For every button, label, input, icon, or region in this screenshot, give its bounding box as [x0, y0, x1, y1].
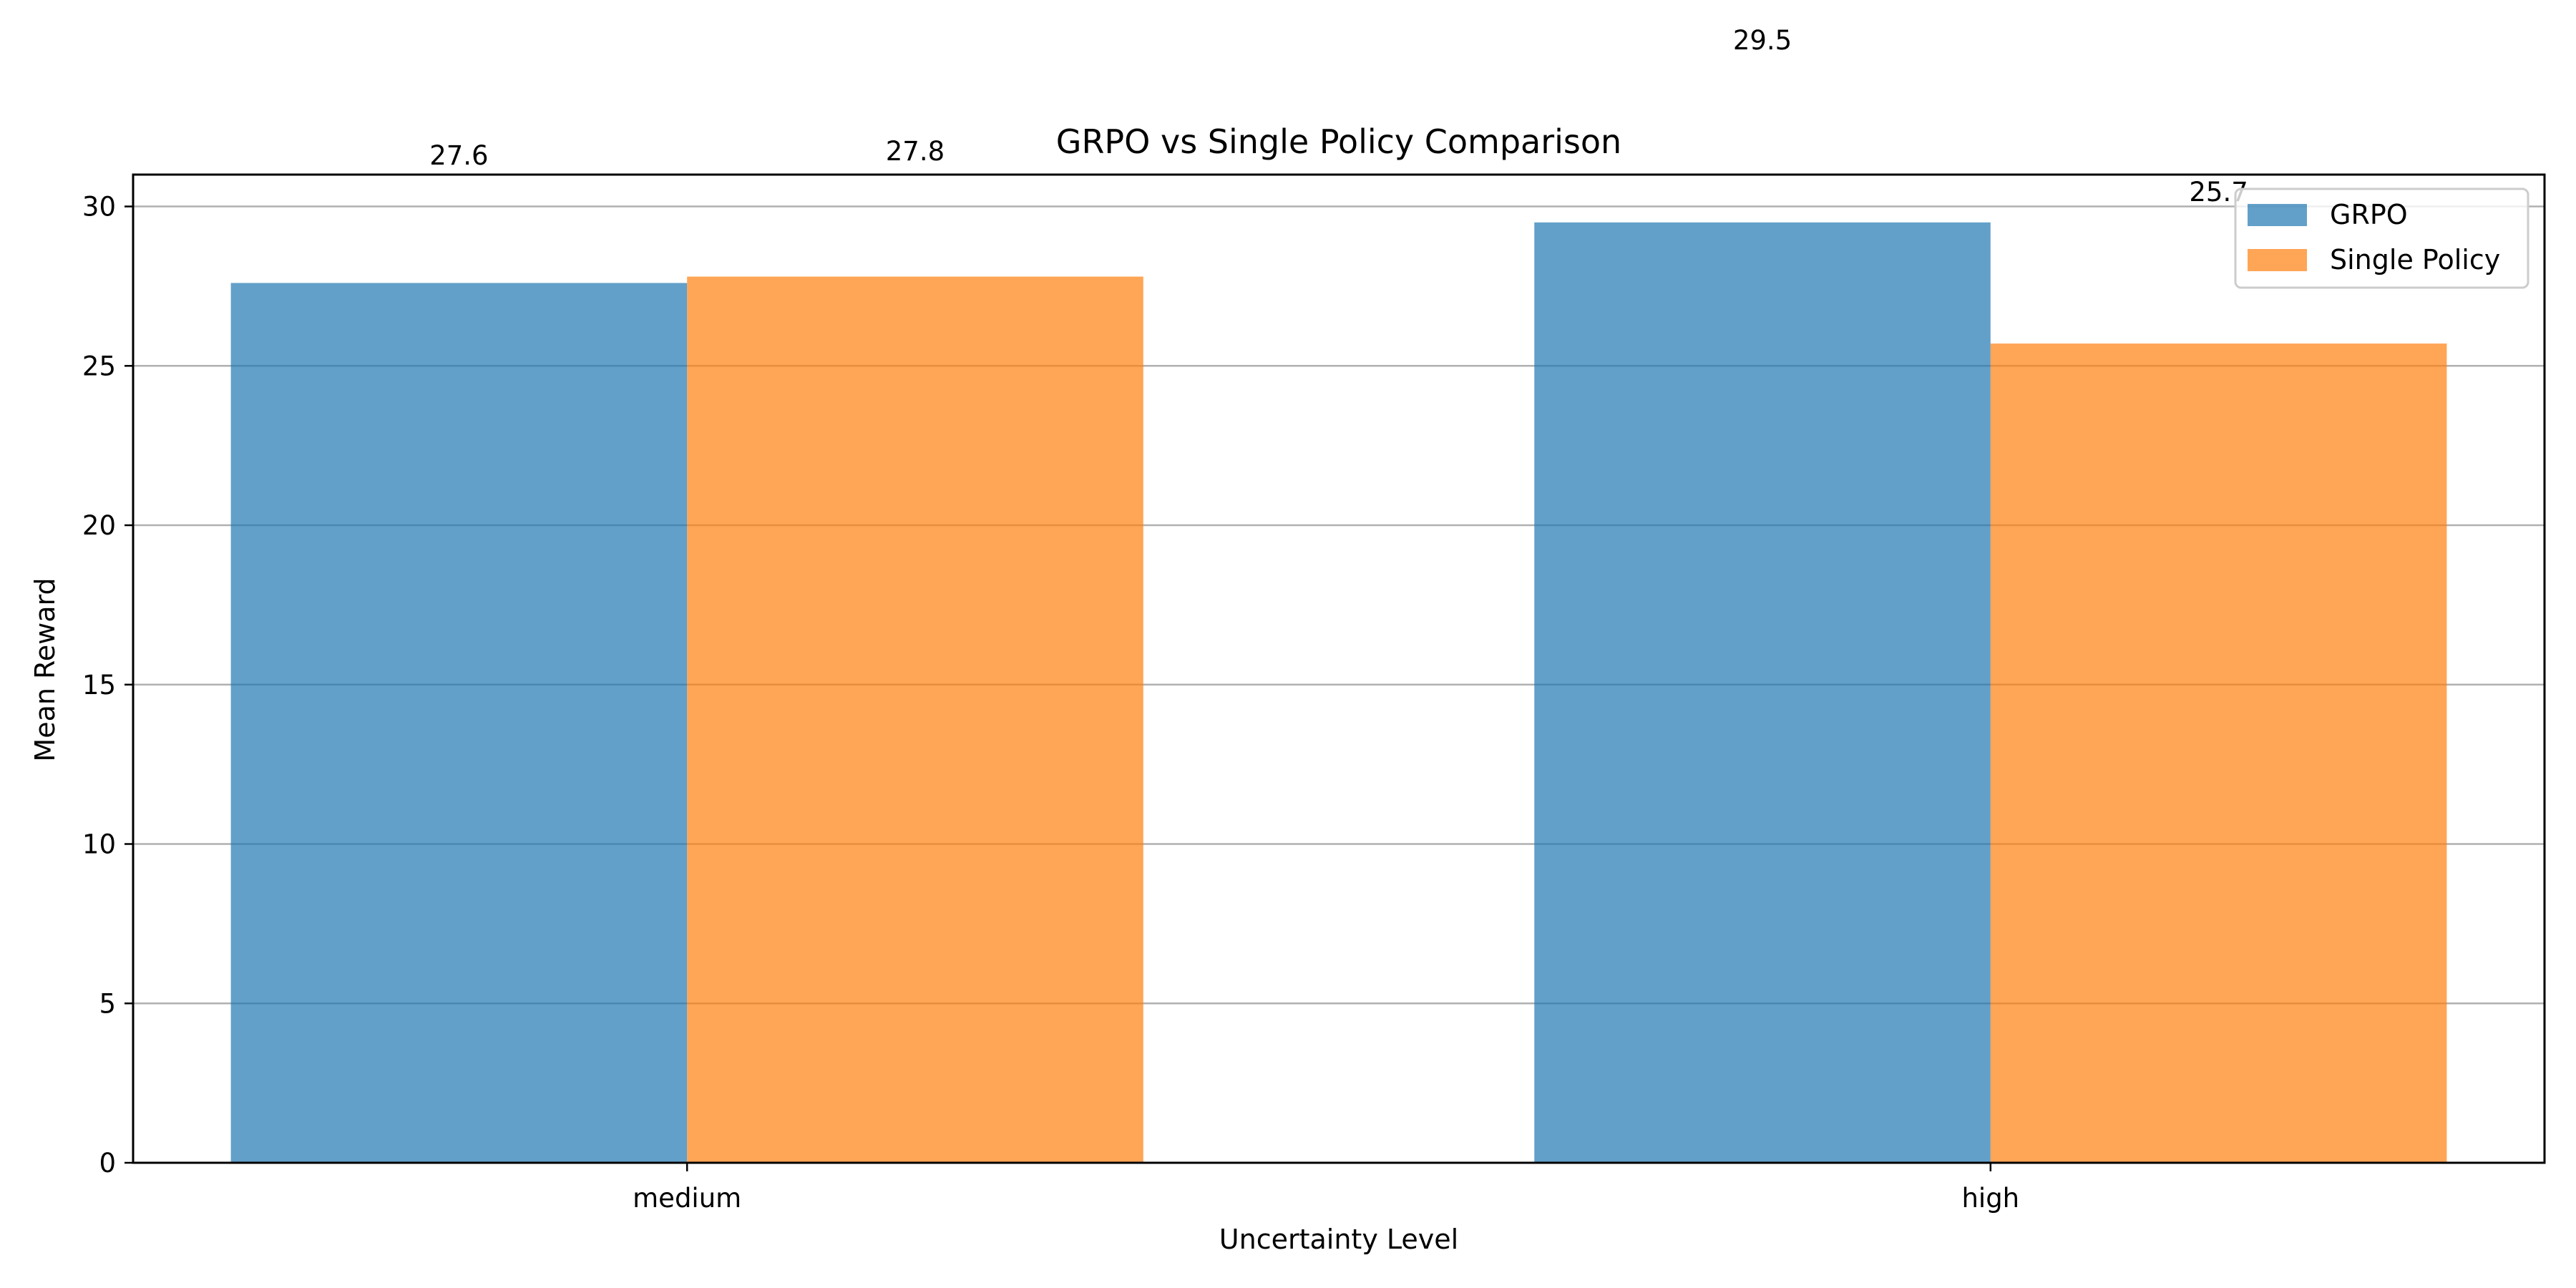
y-tick-label: 20	[82, 510, 116, 541]
y-tick-label: 25	[82, 351, 116, 381]
data-label: 29.5	[1733, 25, 1792, 56]
data-labels: 27.629.527.825.7	[429, 25, 2248, 208]
chart-title: GRPO vs Single Policy Comparison	[1056, 122, 1621, 161]
y-axis-label: Mean Reward	[29, 577, 61, 761]
bars	[230, 222, 2447, 1163]
legend: GRPO Single Policy	[2234, 187, 2529, 289]
data-label: 27.6	[429, 140, 488, 171]
data-label: 27.8	[886, 136, 945, 167]
x-axis-label: Uncertainty Level	[1219, 1224, 1458, 1255]
legend-label-single-policy: Single Policy	[2330, 244, 2500, 275]
x-tick-label: medium	[633, 1183, 741, 1214]
plot-frame	[132, 173, 2546, 1164]
legend-box	[2234, 187, 2529, 289]
bar-grpo-high	[1534, 222, 1991, 1163]
legend-label-grpo: GRPO	[2330, 199, 2408, 230]
legend-swatch-single-policy	[2248, 249, 2307, 271]
y-tick-label: 5	[99, 988, 116, 1019]
y-axis-ticks: 0 5 10 15 20 25 30	[82, 192, 133, 1179]
legend-swatch-grpo	[2248, 204, 2307, 226]
x-axis-ticks: medium high	[633, 1163, 2019, 1214]
x-tick-label: high	[1961, 1183, 2019, 1214]
y-tick-label: 30	[82, 192, 116, 223]
bar-single-policy-high	[1990, 343, 2447, 1163]
bar-grpo-medium	[230, 283, 688, 1163]
y-tick-label: 10	[82, 829, 116, 860]
y-tick-label: 15	[82, 670, 116, 701]
bar-single-policy-medium	[687, 276, 1143, 1163]
y-tick-label: 0	[99, 1148, 116, 1179]
